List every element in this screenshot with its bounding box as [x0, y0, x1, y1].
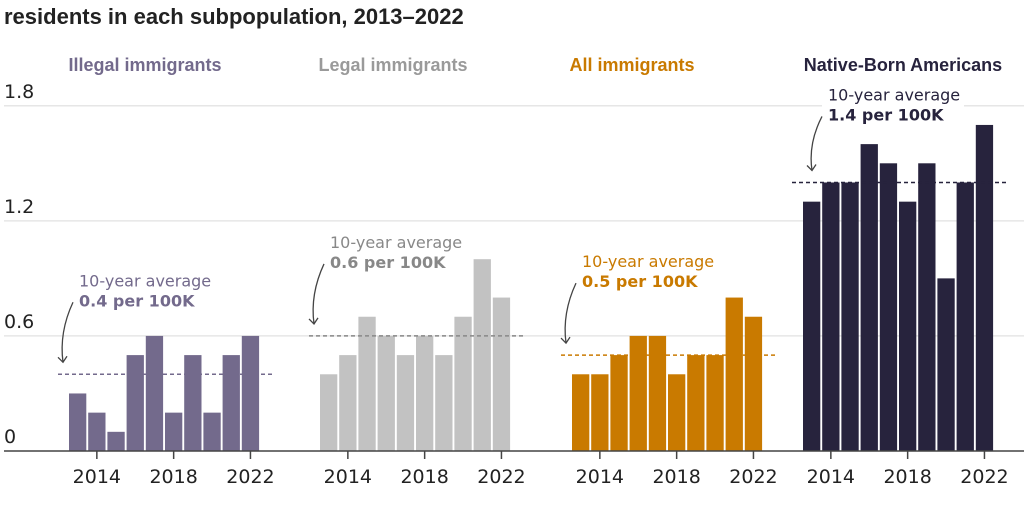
x-tick-label: 2022	[729, 466, 777, 488]
bar-2014	[339, 355, 357, 451]
bar-2021	[473, 259, 491, 451]
x-tick-label: 2022	[477, 466, 525, 488]
average-annotation-label: 10-year average	[330, 233, 462, 252]
average-annotation-value: 0.6 per 100K	[330, 253, 446, 272]
bar-2017	[648, 335, 667, 451]
x-tick-label: 2018	[149, 466, 197, 488]
arrowhead-icon	[57, 355, 68, 364]
x-tick-label: 2018	[883, 466, 931, 488]
bar-2020	[454, 316, 472, 451]
arrowhead-icon	[308, 317, 319, 325]
x-tick-label: 2018	[652, 466, 700, 488]
arrow-icon	[61, 302, 74, 363]
bar-2016	[629, 335, 647, 451]
x-tick-label: 2022	[960, 466, 1008, 488]
bar-2015	[358, 316, 376, 451]
bar-2021	[725, 297, 743, 451]
panel-title: Native-Born Americans	[804, 55, 1002, 75]
x-tick-label: 2018	[400, 466, 448, 488]
bar-2013	[803, 201, 821, 451]
x-tick-label: 2014	[73, 466, 121, 488]
bar-2015	[610, 355, 628, 451]
average-annotation-value: 1.4 per 100K	[828, 105, 944, 124]
average-annotation-value: 0.5 per 100K	[582, 272, 698, 291]
bar-2021	[222, 355, 240, 451]
arrowhead-icon	[806, 164, 817, 172]
bar-2014	[591, 374, 609, 451]
arrowhead-icon	[560, 336, 571, 345]
panel-title: Illegal immigrants	[68, 55, 221, 75]
chart-title: residents in each subpopulation, 2013–20…	[4, 4, 464, 29]
y-tick-label: 1.8	[4, 81, 34, 103]
bar-2015	[841, 182, 859, 452]
bar-2022	[241, 335, 260, 451]
bar-2022	[975, 124, 994, 451]
y-tick-label: 0	[4, 426, 16, 448]
bar-2014	[88, 412, 106, 451]
average-annotation-label: 10-year average	[582, 252, 714, 271]
bar-2017	[145, 335, 164, 451]
bar-2021	[956, 182, 974, 452]
bar-2019	[687, 355, 705, 451]
bar-2019	[184, 355, 202, 451]
x-tick-label: 2014	[576, 466, 624, 488]
bar-2016	[860, 144, 878, 451]
y-tick-label: 1.2	[4, 196, 34, 218]
bar-2015	[107, 431, 125, 451]
bar-2017	[396, 355, 415, 451]
bar-2020	[203, 412, 221, 451]
x-tick-label: 2014	[324, 466, 372, 488]
bar-2018	[165, 412, 183, 451]
bar-2020	[706, 355, 724, 451]
annotation-background	[822, 82, 964, 127]
y-tick-label: 0.6	[4, 311, 34, 333]
bar-2018	[416, 335, 434, 451]
panel-title: Legal immigrants	[318, 55, 467, 75]
bar-2018	[899, 201, 917, 451]
bar-2017	[879, 163, 898, 452]
x-tick-label: 2014	[807, 466, 855, 488]
x-tick-label: 2022	[226, 466, 274, 488]
bar-2022	[744, 316, 763, 451]
average-annotation-value: 0.4 per 100K	[79, 291, 195, 310]
bar-2013	[320, 374, 338, 451]
bar-2013	[69, 393, 87, 451]
bar-2016	[126, 355, 144, 451]
bar-2013	[572, 374, 590, 451]
bar-2014	[822, 182, 840, 452]
arrow-icon	[564, 282, 577, 344]
bar-2018	[668, 374, 686, 451]
arrow-icon	[312, 263, 325, 325]
average-annotation-label: 10-year average	[79, 271, 211, 290]
bar-2016	[377, 335, 395, 451]
bar-2019	[918, 163, 936, 452]
bar-2020	[937, 278, 955, 451]
bar-2019	[435, 355, 453, 451]
arrow-icon	[810, 116, 823, 171]
bar-2022	[492, 297, 511, 451]
panel-title: All immigrants	[569, 55, 694, 75]
average-annotation-label: 10-year average	[828, 85, 960, 104]
